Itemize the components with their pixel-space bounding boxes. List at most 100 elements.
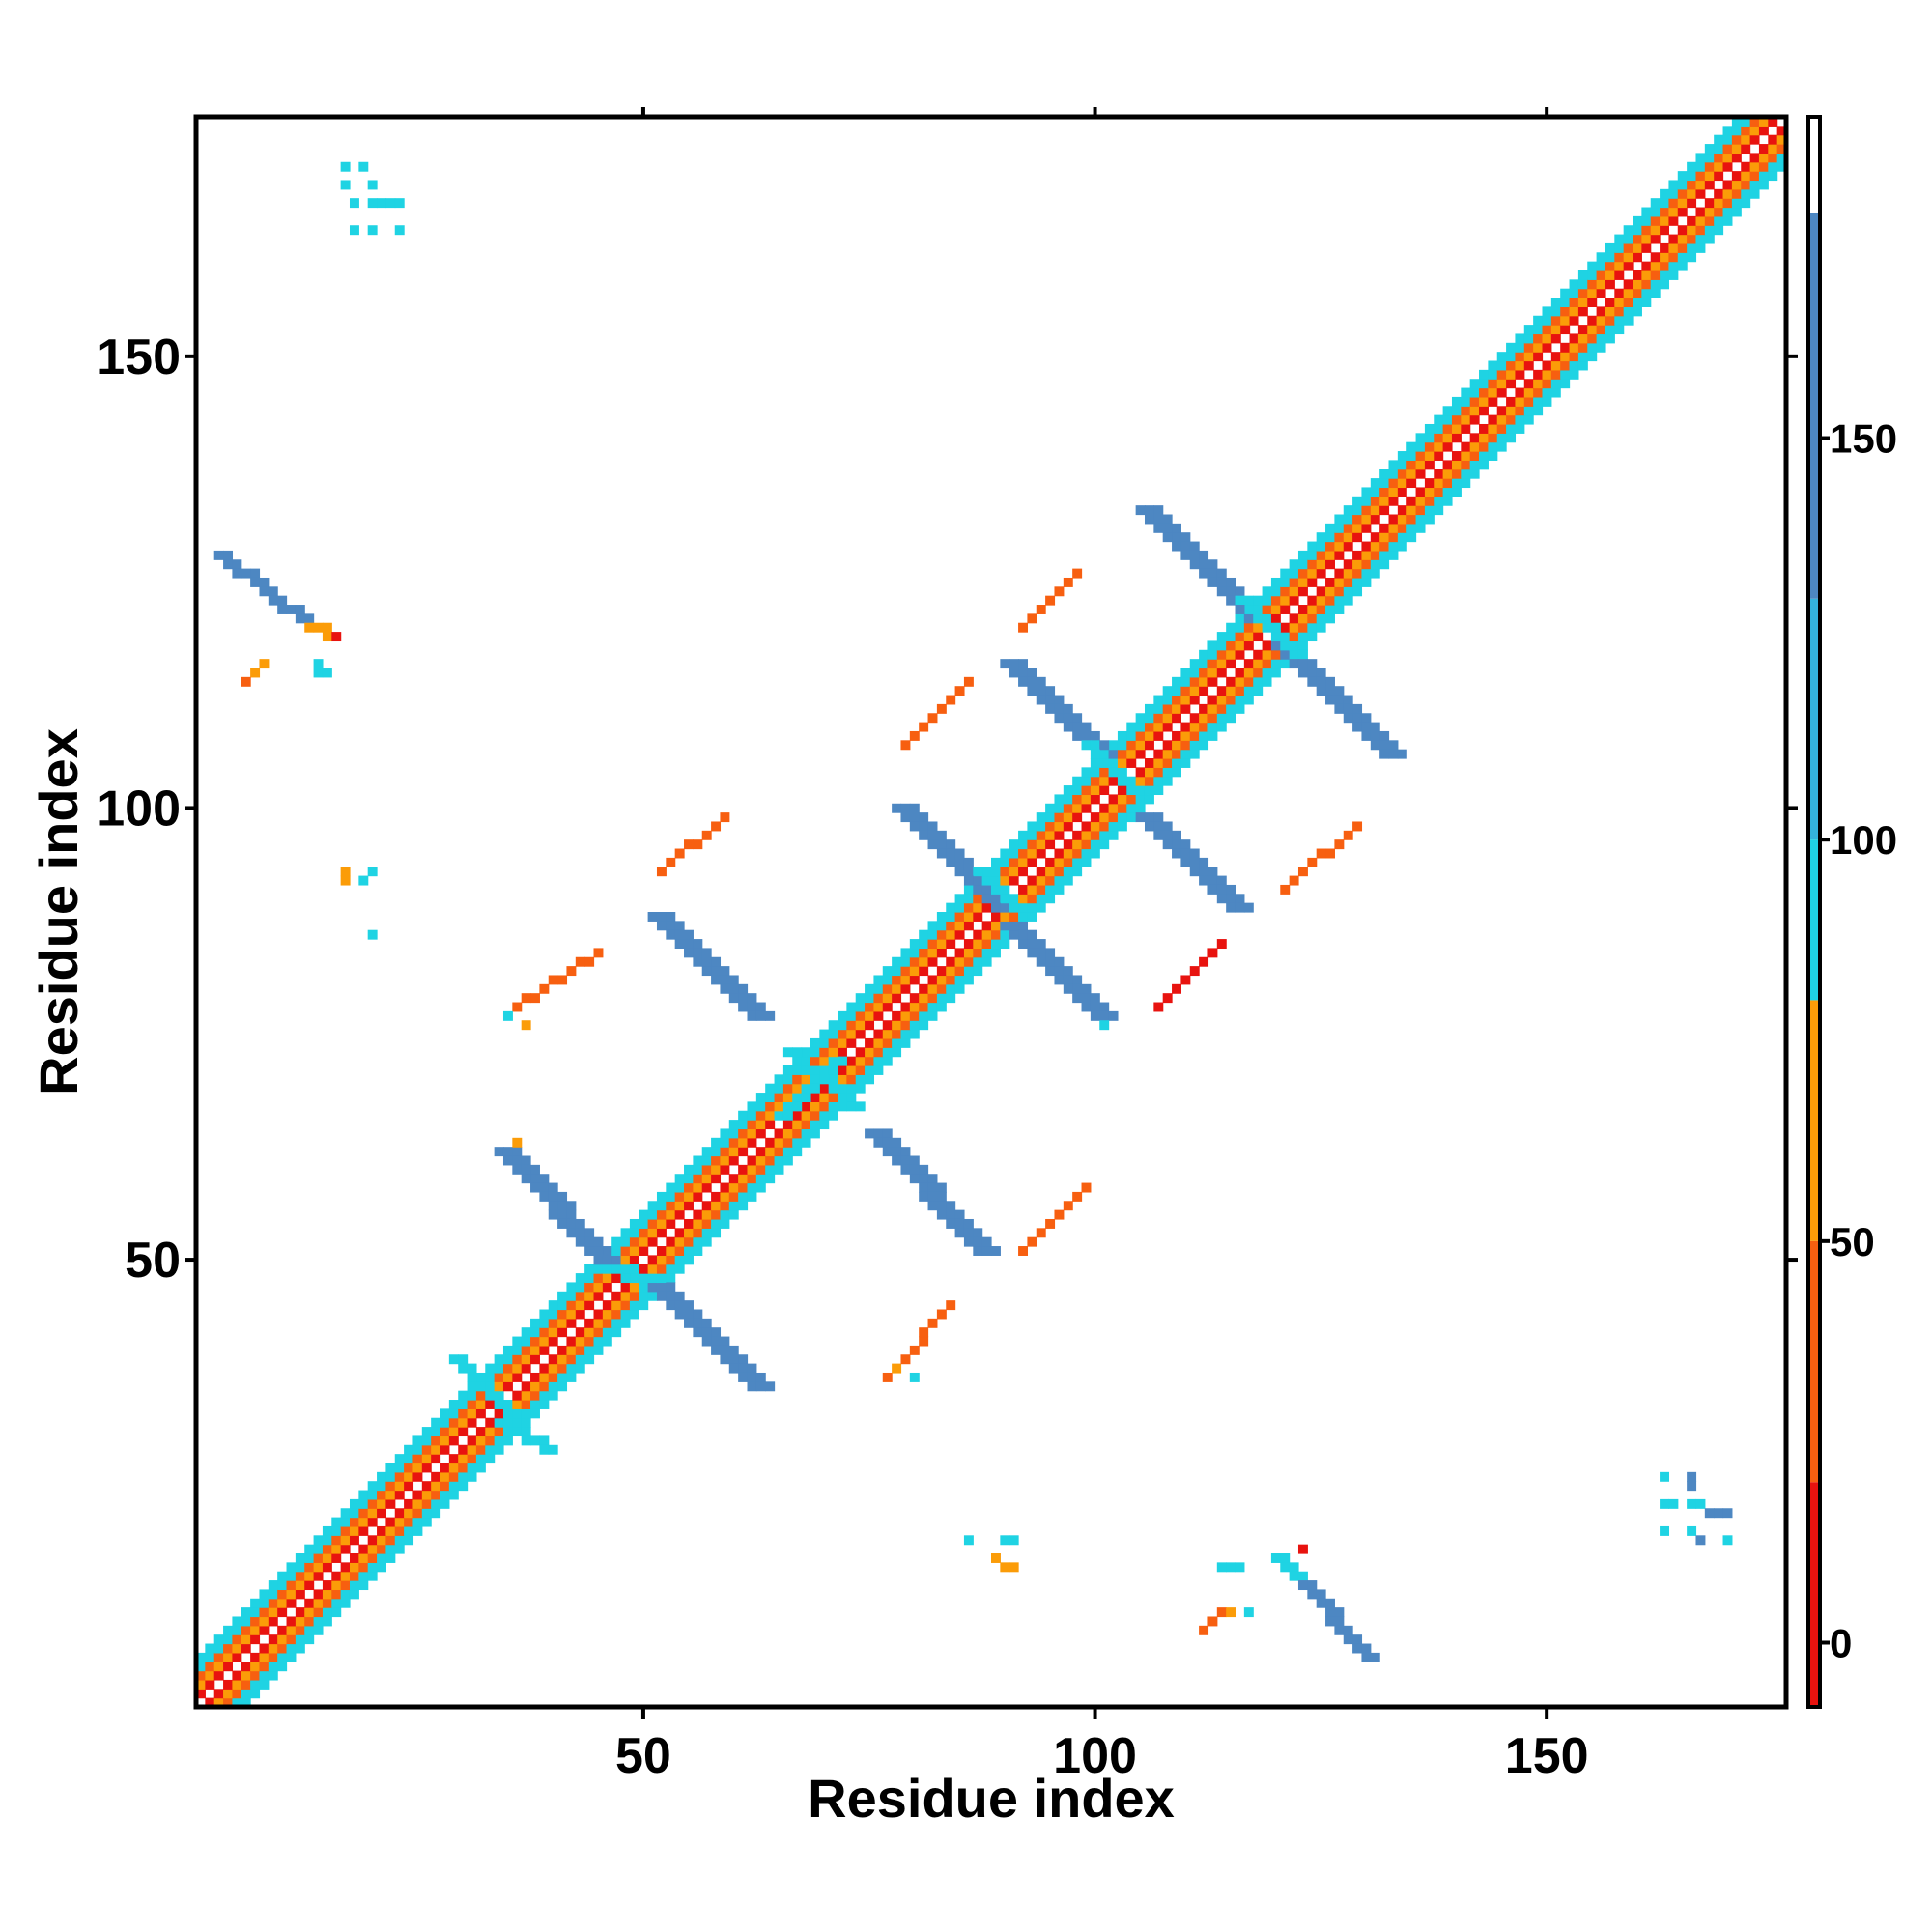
heatmap-cell: [711, 1327, 722, 1338]
heatmap-cell: [1587, 279, 1598, 290]
heatmap-cell: [557, 1291, 568, 1301]
heatmap-cell: [954, 975, 965, 985]
heatmap-cell: [927, 948, 938, 958]
heatmap-cell: [919, 1327, 929, 1338]
heatmap-cell: [1461, 478, 1471, 489]
heatmap-cell: [909, 939, 920, 950]
heatmap-cell: [1415, 433, 1426, 443]
heatmap-cell: [1172, 983, 1181, 994]
heatmap-cell: [485, 1372, 496, 1382]
heatmap-cell: [810, 1037, 820, 1048]
heatmap-cell: [1731, 126, 1742, 136]
heatmap-cell: [1379, 730, 1390, 741]
heatmap-cell: [1542, 369, 1552, 380]
heatmap-cell: [892, 1029, 902, 1039]
heatmap-cell: [548, 1390, 558, 1401]
heatmap-cell: [349, 1580, 359, 1591]
heatmap-cell: [1072, 803, 1083, 813]
heatmap-cell: [1677, 261, 1688, 271]
heatmap-cell: [1199, 713, 1209, 724]
heatmap-cell: [720, 1336, 730, 1347]
heatmap-cell: [557, 1363, 568, 1374]
heatmap-cell: [1741, 134, 1751, 145]
heatmap-cell: [1054, 875, 1065, 886]
heatmap-cell: [1297, 550, 1308, 560]
heatmap-cell: [1388, 460, 1399, 470]
heatmap-cell: [1054, 848, 1065, 859]
heatmap-cell: [1216, 713, 1227, 724]
heatmap-cell: [765, 1137, 776, 1148]
heatmap-cell: [1370, 550, 1380, 560]
heatmap-cell: [755, 1101, 766, 1112]
heatmap-cell: [927, 929, 938, 940]
heatmap-cell: [1641, 288, 1652, 298]
heatmap-cell: [205, 1670, 215, 1681]
heatmap-cell: [838, 1065, 847, 1075]
heatmap-cell: [1208, 703, 1218, 714]
heatmap-cell: [431, 1427, 441, 1437]
heatmap-cell: [1144, 776, 1154, 786]
heatmap-cell: [873, 975, 884, 985]
heatmap-cell: [1072, 975, 1083, 985]
heatmap-cell: [467, 1363, 477, 1374]
heatmap-cell: [865, 1020, 875, 1031]
heatmap-cell: [1117, 821, 1127, 832]
heatmap-cell: [954, 902, 965, 913]
heatmap-cell: [530, 1164, 540, 1175]
heatmap-cell: [1226, 659, 1236, 669]
heatmap-cell: [973, 912, 983, 922]
heatmap-cell: [909, 1029, 920, 1039]
heatmap-cell: [1650, 215, 1661, 226]
heatmap-cell: [1325, 686, 1335, 696]
heatmap-cell: [1687, 198, 1697, 209]
heatmap-cell: [1054, 1209, 1065, 1220]
heatmap-cell: [629, 1236, 639, 1247]
heatmap-cell: [1036, 830, 1046, 840]
heatmap-cell: [1172, 848, 1181, 859]
heatmap-cell: [1045, 812, 1056, 823]
heatmap-cell: [1144, 514, 1154, 525]
heatmap-cell: [855, 1047, 866, 1058]
heatmap-cell: [1063, 703, 1073, 714]
heatmap-cell: [1297, 1544, 1308, 1554]
heatmap-cell: [1297, 613, 1308, 624]
heatmap-cell: [1081, 848, 1092, 859]
heatmap-cell: [1063, 839, 1073, 850]
heatmap-cell: [1388, 550, 1399, 560]
heatmap-cell: [1054, 586, 1065, 597]
heatmap-cell: [1018, 929, 1029, 940]
heatmap-cell: [828, 1083, 838, 1094]
heatmap-cell: [684, 1191, 694, 1202]
heatmap-cell: [485, 1427, 496, 1437]
heatmap-cell: [1081, 803, 1092, 813]
heatmap-cell: [1633, 215, 1642, 226]
heatmap-cell: [1307, 595, 1318, 606]
heatmap-cell: [196, 1679, 206, 1690]
heatmap-cell: [331, 632, 342, 642]
heatmap-cell: [1334, 532, 1345, 543]
heatmap-cell: [331, 1598, 342, 1608]
heatmap-cell: [1199, 676, 1209, 687]
heatmap-cell: [1153, 749, 1164, 759]
heatmap-cell: [1352, 523, 1363, 533]
heatmap-cell: [502, 1400, 513, 1409]
heatmap-cell: [394, 1463, 405, 1473]
heatmap-cell: [1063, 966, 1073, 977]
heatmap-cell: [593, 948, 604, 958]
plot-frame: [193, 114, 1789, 1710]
heatmap-cell: [1488, 433, 1498, 443]
heatmap-cell: [738, 1201, 749, 1211]
heatmap-cell: [1776, 161, 1787, 172]
heatmap-cell: [774, 1101, 784, 1112]
heatmap-cell: [909, 1002, 920, 1012]
heatmap-cell: [1189, 857, 1200, 867]
heatmap-cell: [1668, 207, 1679, 217]
heatmap-cell: [792, 1074, 803, 1085]
heatmap-cell: [1352, 514, 1363, 525]
heatmap-cell: [196, 1689, 206, 1699]
heatmap-cell: [684, 1246, 694, 1256]
heatmap-cell: [1397, 541, 1407, 552]
heatmap-cell: [539, 1336, 550, 1347]
heatmap-cell: [1235, 595, 1245, 606]
